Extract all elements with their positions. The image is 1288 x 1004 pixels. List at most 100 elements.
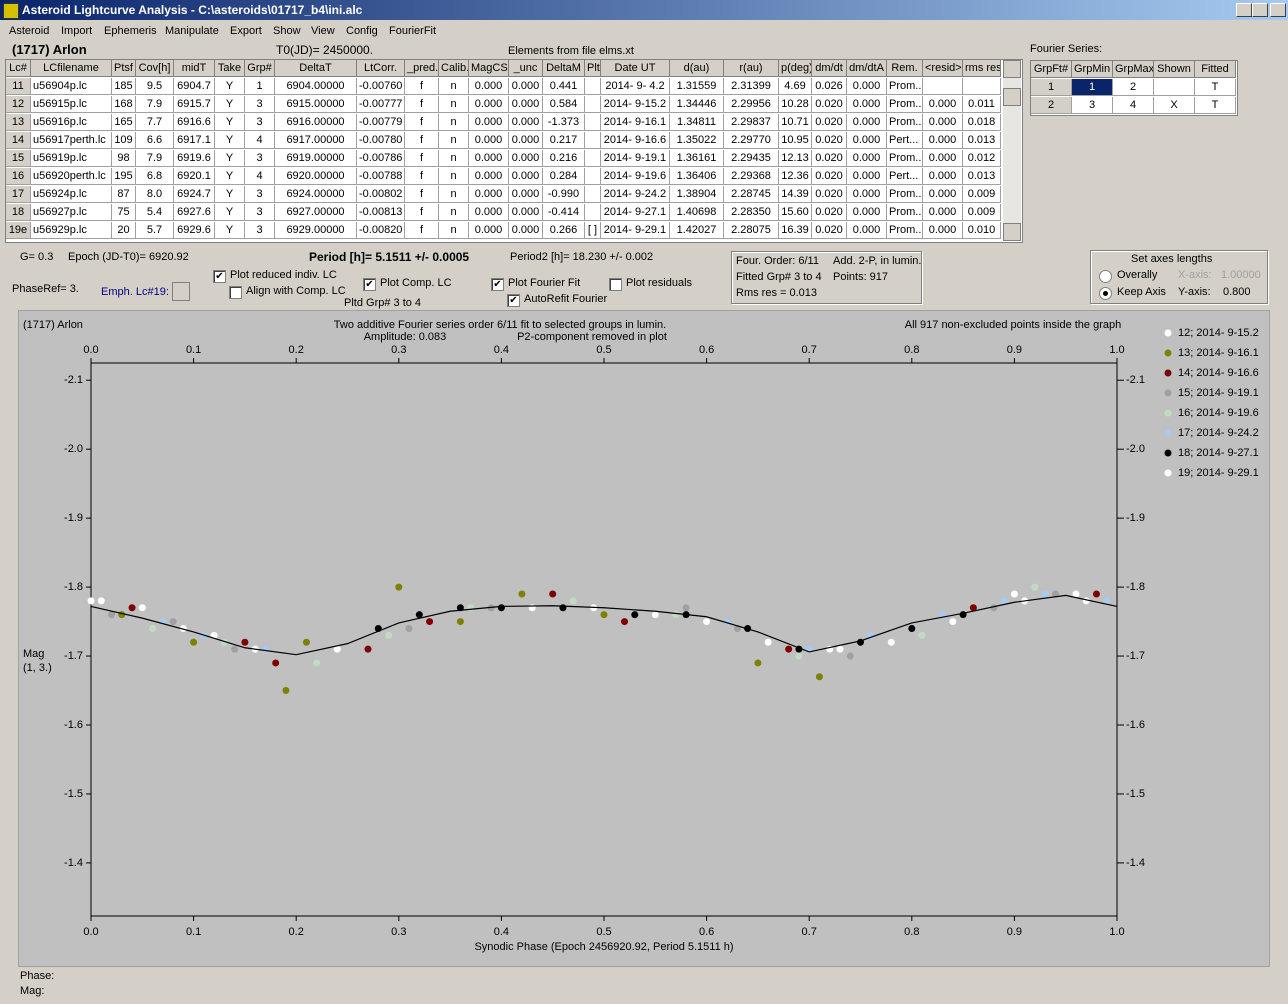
table-cell[interactable]: Y — [215, 78, 245, 95]
table-cell[interactable]: 2014- 9- 4.2 — [601, 78, 670, 95]
table-cell[interactable]: Prom... — [887, 114, 923, 131]
table-cell[interactable]: 2014- 9-27.1 — [601, 204, 670, 221]
table-cell[interactable]: 18 — [6, 204, 31, 221]
table-cell[interactable]: 12.13 — [779, 150, 812, 167]
table-cell[interactable]: n — [439, 186, 469, 203]
table-cell[interactable]: 2.29956 — [724, 96, 779, 113]
table-cell[interactable]: 0.000 — [509, 168, 543, 185]
table-cell[interactable]: 0.000 — [923, 204, 963, 221]
table-cell[interactable]: 98 — [112, 150, 136, 167]
table-cell[interactable]: 0.000 — [509, 186, 543, 203]
table-cell[interactable]: 0.018 — [963, 114, 1001, 131]
table-cell[interactable]: 2.28075 — [724, 222, 779, 239]
table-cell[interactable]: 7.7 — [136, 114, 174, 131]
radio-label[interactable]: Overally — [1117, 269, 1158, 281]
table-cell[interactable]: 0.441 — [543, 78, 585, 95]
table-cell[interactable]: Prom... — [887, 186, 923, 203]
table-cell[interactable]: n — [439, 204, 469, 221]
table-cell[interactable]: 0.000 — [923, 168, 963, 185]
table-cell[interactable]: n — [439, 78, 469, 95]
table-cell[interactable]: 0.000 — [923, 114, 963, 131]
table-cell[interactable]: 19e — [6, 222, 31, 239]
table-cell[interactable]: 3 — [1072, 97, 1113, 114]
table-cell[interactable] — [585, 78, 601, 95]
table-cell[interactable]: Y — [215, 204, 245, 221]
table-cell[interactable]: 0.000 — [469, 96, 509, 113]
table-cell[interactable]: 12 — [6, 96, 31, 113]
table-cell[interactable]: 11 — [6, 78, 31, 95]
table-cell[interactable]: 6917.1 — [174, 132, 215, 149]
table-cell[interactable]: 0.000 — [469, 222, 509, 239]
table-cell[interactable]: 14.39 — [779, 186, 812, 203]
table-cell[interactable]: 6929.6 — [174, 222, 215, 239]
table-cell[interactable]: 0.000 — [469, 168, 509, 185]
table-cell[interactable]: 0.000 — [923, 150, 963, 167]
table-cell[interactable]: 10.71 — [779, 114, 812, 131]
table-cell[interactable]: -0.00760 — [357, 78, 405, 95]
table-cell[interactable]: n — [439, 114, 469, 131]
table-cell[interactable]: 2.28350 — [724, 204, 779, 221]
menu-item[interactable]: View — [311, 25, 335, 37]
table-cell[interactable]: 0.000 — [923, 222, 963, 239]
table-cell[interactable]: f — [405, 114, 439, 131]
table-cell[interactable]: f — [405, 132, 439, 149]
table-cell[interactable]: 8.0 — [136, 186, 174, 203]
table-cell[interactable]: 6917.00000 — [275, 132, 357, 149]
table-cell[interactable]: f — [405, 150, 439, 167]
table-cell[interactable]: u56924p.lc — [31, 186, 112, 203]
table-cell[interactable]: 0.584 — [543, 96, 585, 113]
table-cell[interactable]: -0.00820 — [357, 222, 405, 239]
table-cell[interactable]: 0.000 — [847, 186, 887, 203]
table-cell[interactable]: 0.000 — [469, 150, 509, 167]
table-cell[interactable]: T — [1195, 97, 1236, 114]
table-cell[interactable]: 2014- 9-16.6 — [601, 132, 670, 149]
table-cell[interactable]: 0.010 — [963, 222, 1001, 239]
table-cell[interactable]: 10.95 — [779, 132, 812, 149]
table-cell[interactable] — [585, 168, 601, 185]
table-cell[interactable]: Y — [215, 222, 245, 239]
table-cell[interactable]: 0.266 — [543, 222, 585, 239]
table-cell[interactable]: 0.013 — [963, 132, 1001, 149]
scroll-up[interactable] — [1003, 60, 1021, 78]
scroll-thumb[interactable] — [1003, 88, 1021, 106]
table-cell[interactable]: 1.40698 — [670, 204, 724, 221]
table-cell[interactable]: 1.31559 — [670, 78, 724, 95]
table-cell[interactable]: 17 — [6, 186, 31, 203]
table-cell[interactable]: f — [405, 78, 439, 95]
table-cell[interactable]: 1.36406 — [670, 168, 724, 185]
checkbox-label[interactable]: Plot residuals — [626, 277, 693, 289]
table-cell[interactable]: [ ] — [585, 222, 601, 239]
table-cell[interactable]: 0.020 — [812, 186, 847, 203]
table-cell[interactable]: 6927.00000 — [275, 204, 357, 221]
table-cell[interactable]: 3 — [245, 150, 275, 167]
table-cell[interactable]: u56920perth.lc — [31, 168, 112, 185]
table-cell[interactable]: 1.35022 — [670, 132, 724, 149]
table-cell[interactable]: 6919.00000 — [275, 150, 357, 167]
table-cell[interactable]: Y — [215, 150, 245, 167]
table-cell[interactable]: 1.36161 — [670, 150, 724, 167]
table-cell[interactable]: 0.217 — [543, 132, 585, 149]
table-cell[interactable]: 0.020 — [812, 168, 847, 185]
table-cell[interactable]: 5.7 — [136, 222, 174, 239]
table-cell[interactable]: Pert... — [887, 132, 923, 149]
table-cell[interactable]: 0.009 — [963, 186, 1001, 203]
table-cell[interactable]: 13 — [6, 114, 31, 131]
table-cell[interactable]: 2014- 9-29.1 — [601, 222, 670, 239]
table-cell[interactable]: 0.284 — [543, 168, 585, 185]
table-cell[interactable]: n — [439, 132, 469, 149]
table-cell[interactable]: 1.38904 — [670, 186, 724, 203]
table-cell[interactable]: 9.5 — [136, 78, 174, 95]
table-cell[interactable]: 3 — [245, 222, 275, 239]
table-cell[interactable]: 0.000 — [847, 78, 887, 95]
table-cell[interactable]: 0.009 — [963, 204, 1001, 221]
table-cell[interactable]: u56927p.lc — [31, 204, 112, 221]
menu-item[interactable]: FourierFit — [389, 25, 437, 37]
table-cell[interactable]: 6919.6 — [174, 150, 215, 167]
table-cell[interactable]: Prom... — [887, 204, 923, 221]
table-cell[interactable]: f — [405, 168, 439, 185]
table-cell[interactable]: 165 — [112, 114, 136, 131]
table-cell[interactable]: X — [1154, 97, 1195, 114]
table-cell[interactable]: 0.011 — [963, 96, 1001, 113]
table-cell[interactable]: 0.020 — [812, 204, 847, 221]
table-cell[interactable]: 2014- 9-24.2 — [601, 186, 670, 203]
